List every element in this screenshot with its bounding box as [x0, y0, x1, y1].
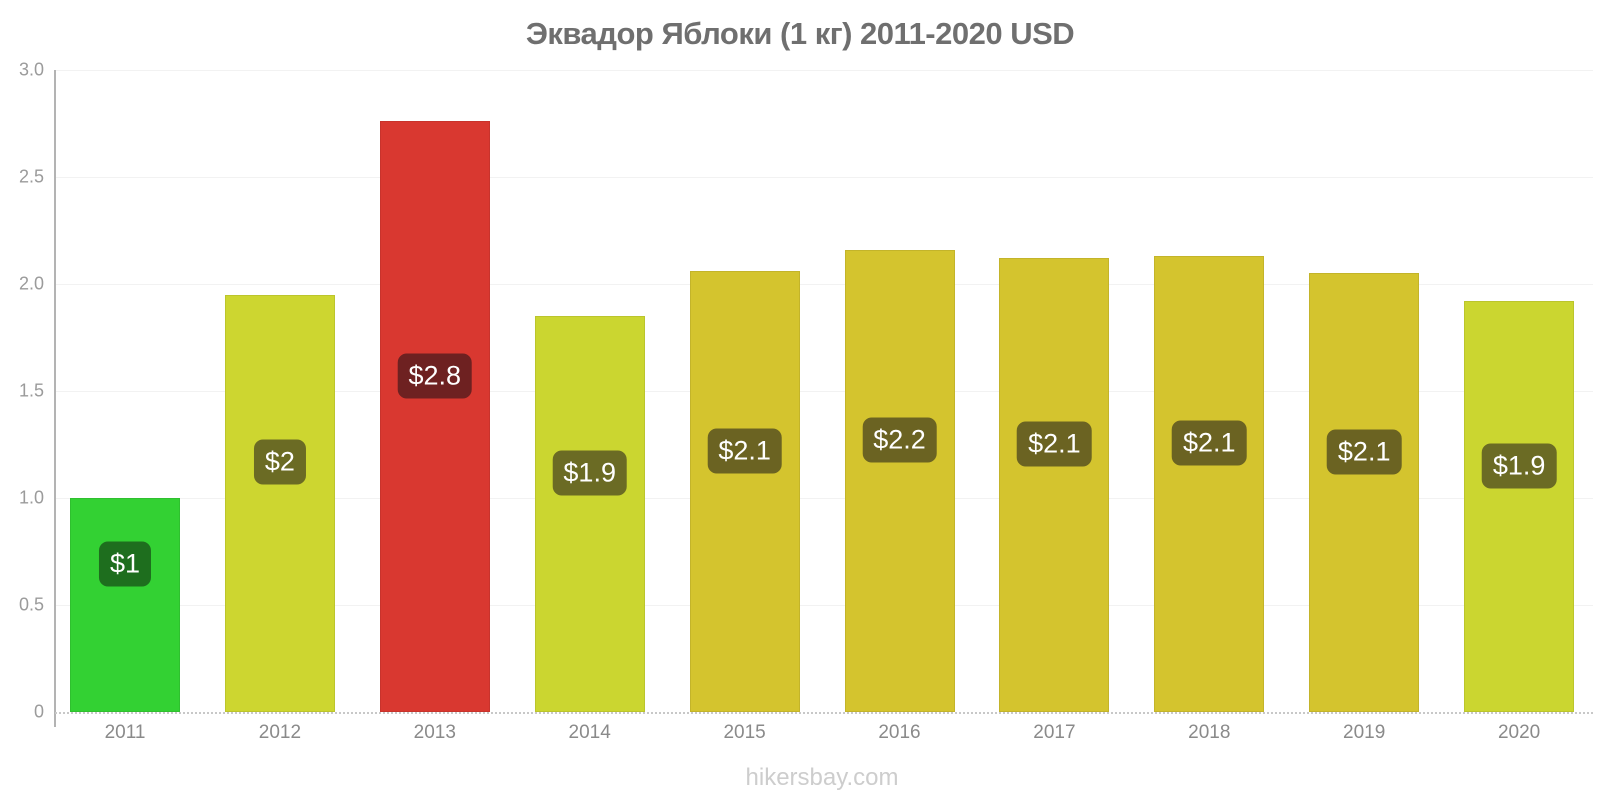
bar-value-badge-2012: $2: [253, 439, 306, 485]
bar-2011[interactable]: $1: [70, 498, 180, 712]
gridline-2.0: [55, 284, 1593, 285]
x-axis-baseline: [55, 712, 1593, 714]
bar-value-badge-2011: $1: [98, 541, 152, 587]
y-tick-label-0.5: 0.5: [18, 594, 44, 615]
x-tick-label-2014: 2014: [568, 722, 611, 743]
bar-2018[interactable]: $2.1: [1154, 256, 1265, 712]
y-axis-line: [54, 70, 56, 727]
bar-2020[interactable]: $1.9: [1464, 301, 1575, 712]
bar-value-badge-2015: $2.1: [707, 428, 782, 474]
gridline-3.0: [55, 70, 1593, 71]
x-tick-label-2020: 2020: [1497, 722, 1541, 743]
gridline-1.5: [55, 391, 1593, 392]
x-tick-label-2012: 2012: [258, 722, 302, 743]
x-tick-label-2017: 2017: [1033, 722, 1076, 743]
bar-2019[interactable]: $2.1: [1309, 273, 1420, 712]
x-tick-label-2011: 2011: [104, 722, 146, 743]
gridline-1.0: [55, 498, 1593, 499]
x-tick-label-2015: 2015: [723, 722, 766, 743]
chart-title: Эквадор Яблоки (1 кг) 2011-2020 USD: [525, 16, 1075, 51]
bar-value-badge-2017: $2.1: [1017, 421, 1092, 467]
bar-value-badge-2016: $2.2: [862, 417, 937, 463]
gridline-2.5: [55, 177, 1593, 178]
bar-value-badge-2018: $2.1: [1172, 420, 1247, 466]
bar-2017[interactable]: $2.1: [999, 258, 1110, 712]
y-tick-label-1.5: 1.5: [18, 380, 44, 401]
x-tick-label-2019: 2019: [1343, 722, 1386, 743]
bar-value-badge-2020: $1.9: [1481, 443, 1557, 489]
y-tick-label-3.0: 3.0: [18, 59, 44, 80]
y-tick-label-0: 0: [33, 701, 44, 722]
y-tick-label-2.0: 2.0: [18, 273, 44, 294]
x-tick-label-2018: 2018: [1188, 722, 1231, 743]
bar-2015[interactable]: $2.1: [689, 271, 800, 712]
x-tick-label-2016: 2016: [878, 722, 921, 743]
bar-2013[interactable]: $2.8: [379, 121, 490, 712]
bar-value-badge-2014: $1.9: [552, 450, 627, 496]
gridline-0.5: [55, 605, 1593, 606]
y-tick-label-1.0: 1.0: [18, 487, 44, 508]
bar-value-badge-2013: $2.8: [397, 353, 473, 399]
x-tick-label-2013: 2013: [413, 722, 456, 743]
y-tick-label-2.5: 2.5: [18, 166, 44, 187]
watermark-hikersbay: hikersbay.com: [745, 764, 899, 791]
bar-2014[interactable]: $1.9: [534, 316, 645, 712]
bar-2012[interactable]: $2: [224, 294, 335, 712]
bar-value-badge-2019: $2.1: [1326, 429, 1402, 475]
bar-2016[interactable]: $2.2: [844, 249, 955, 712]
